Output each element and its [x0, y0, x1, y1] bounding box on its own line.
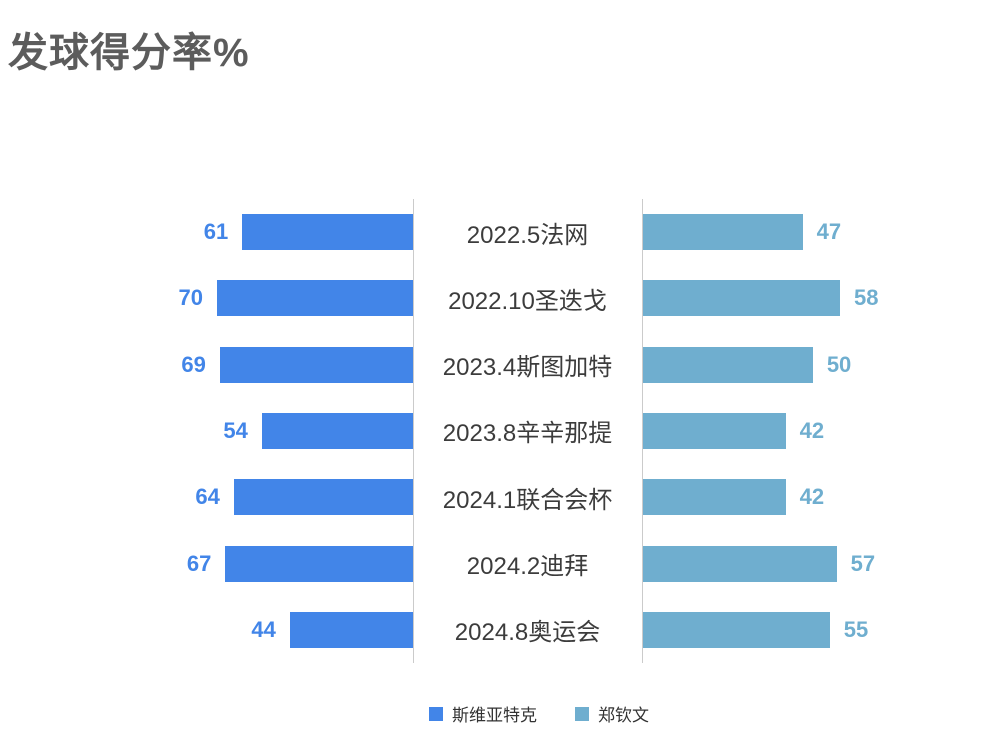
right-bar-cell: 50	[642, 332, 885, 398]
zheng-bar	[643, 214, 803, 251]
left-value-label: 64	[195, 484, 220, 510]
left-value-label: 67	[186, 550, 212, 576]
swiatek-bar	[289, 611, 413, 648]
legend-item: 郑钦文	[575, 701, 649, 726]
swiatek-bar	[217, 280, 413, 317]
swiatek-bar	[233, 479, 413, 516]
left-bar-cell: 64	[170, 464, 413, 530]
right-value-label: 42	[799, 484, 825, 510]
category-label: 2024.2迪拜	[466, 553, 589, 581]
left-bar-cell: 54	[170, 398, 413, 464]
category-cell: 2024.1联合会杯	[413, 464, 642, 530]
right-bar-cell: 42	[642, 464, 885, 530]
left-value-label: 61	[203, 219, 229, 245]
category-cell: 2024.8奥运会	[413, 597, 642, 663]
legend-swatch-icon	[429, 706, 443, 721]
right-value-label: 58	[854, 285, 879, 311]
right-bar-cell: 58	[642, 265, 885, 331]
chart-row: 54 2023.8辛辛那提 42	[170, 398, 885, 464]
right-axis-line	[642, 199, 643, 663]
right-value-label: 57	[850, 550, 876, 576]
chart-rows: 61 2022.5法网 47 70 2022.10圣迭戈 58 69 2023	[170, 199, 885, 663]
right-bar-cell: 42	[642, 398, 885, 464]
left-bar-cell: 67	[170, 530, 413, 596]
right-value-label: 50	[826, 351, 852, 377]
swiatek-bar	[261, 412, 413, 449]
chart-row: 44 2024.8奥运会 55	[170, 597, 885, 663]
left-bar-cell: 61	[170, 199, 413, 265]
zheng-bar	[643, 346, 813, 383]
left-bar-cell: 69	[170, 332, 413, 398]
left-bar-cell: 70	[170, 265, 413, 331]
category-cell: 2022.5法网	[413, 199, 642, 265]
category-label: 2023.8辛辛那提	[442, 420, 613, 448]
left-value-label: 54	[223, 417, 248, 443]
zheng-bar	[643, 280, 840, 317]
right-bar-cell: 55	[642, 597, 885, 663]
chart-row: 69 2023.4斯图加特 50	[170, 332, 885, 398]
legend-swatch-icon	[575, 706, 589, 721]
chart-row: 61 2022.5法网 47	[170, 199, 885, 265]
right-bar-cell: 47	[642, 199, 885, 265]
swiatek-bar	[219, 346, 413, 383]
chart-row: 67 2024.2迪拜 57	[170, 530, 885, 596]
legend-label: 郑钦文	[598, 706, 649, 725]
right-value-label: 55	[843, 616, 869, 642]
left-value-label: 44	[251, 616, 276, 642]
legend: 斯维亚特克 郑钦文	[39, 701, 1000, 726]
zheng-bar	[643, 545, 837, 582]
left-bar-cell: 44	[170, 597, 413, 663]
category-label: 2022.5法网	[466, 221, 589, 249]
left-value-label: 69	[181, 351, 206, 377]
swiatek-bar	[225, 545, 413, 582]
category-cell: 2022.10圣迭戈	[413, 265, 642, 331]
zheng-bar	[643, 611, 830, 648]
legend-label: 斯维亚特克	[452, 706, 537, 725]
chart-area: 61 2022.5法网 47 70 2022.10圣迭戈 58 69 2023	[170, 199, 885, 663]
right-value-label: 42	[799, 417, 825, 443]
legend-item: 斯维亚特克	[429, 701, 537, 726]
swiatek-bar	[242, 214, 413, 251]
chart-row: 64 2024.1联合会杯 42	[170, 464, 885, 530]
category-cell: 2024.2迪拜	[413, 530, 642, 596]
left-value-label: 70	[178, 285, 203, 311]
right-value-label: 47	[816, 219, 842, 245]
chart-title: 发球得分率%	[8, 31, 250, 75]
right-bar-cell: 57	[642, 530, 885, 596]
category-label: 2024.8奥运会	[454, 619, 601, 647]
category-label: 2024.1联合会杯	[442, 486, 613, 514]
left-axis-line	[413, 199, 414, 663]
category-cell: 2023.4斯图加特	[413, 332, 642, 398]
category-cell: 2023.8辛辛那提	[413, 398, 642, 464]
category-label: 2023.4斯图加特	[442, 354, 613, 382]
zheng-bar	[643, 479, 786, 516]
zheng-bar	[643, 412, 786, 449]
chart-row: 70 2022.10圣迭戈 58	[170, 265, 885, 331]
category-label: 2022.10圣迭戈	[448, 287, 607, 315]
